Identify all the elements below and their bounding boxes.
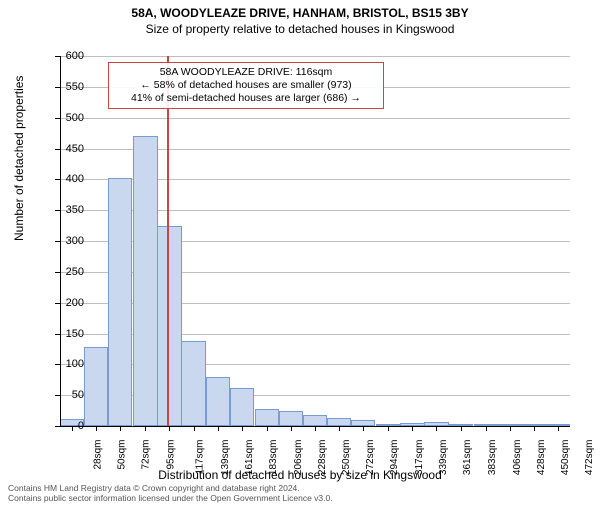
xtick-mark xyxy=(339,426,340,431)
plot-region: 28sqm50sqm72sqm95sqm117sqm139sqm161sqm18… xyxy=(60,56,570,426)
ytick-label: 350 xyxy=(44,204,84,216)
xtick-mark xyxy=(461,426,462,431)
ytick-label: 100 xyxy=(44,358,84,370)
xtick-mark xyxy=(388,426,389,431)
annotation-line2: ← 58% of detached houses are smaller (97… xyxy=(115,79,377,92)
xtick-mark xyxy=(218,426,219,431)
ytick-label: 550 xyxy=(44,81,84,93)
xtick-label: 50sqm xyxy=(117,440,128,470)
footer-attribution: Contains HM Land Registry data © Crown c… xyxy=(8,484,333,504)
histogram-bar xyxy=(133,136,157,426)
xtick-mark xyxy=(145,426,146,431)
xtick-mark xyxy=(363,426,364,431)
xtick-mark xyxy=(242,426,243,431)
xtick-mark xyxy=(267,426,268,431)
ytick-label: 400 xyxy=(44,173,84,185)
ytick-label: 50 xyxy=(44,389,84,401)
reference-line xyxy=(167,56,169,426)
xtick-mark xyxy=(315,426,316,431)
annotation-line3: 41% of semi-detached houses are larger (… xyxy=(115,92,377,105)
xtick-label: 95sqm xyxy=(166,440,177,470)
xtick-mark xyxy=(510,426,511,431)
x-axis-label: Distribution of detached houses by size … xyxy=(0,468,600,482)
xtick-mark xyxy=(486,426,487,431)
xtick-label: 28sqm xyxy=(93,440,104,470)
ytick-label: 300 xyxy=(44,235,84,247)
xtick-mark xyxy=(291,426,292,431)
xtick-mark xyxy=(534,426,535,431)
xtick-label: 72sqm xyxy=(141,440,152,470)
annotation-callout: 58A WOODYLEAZE DRIVE: 116sqm ← 58% of de… xyxy=(108,62,384,109)
ytick-label: 250 xyxy=(44,266,84,278)
y-axis-label: Number of detached properties xyxy=(12,76,26,241)
chart-area: 28sqm50sqm72sqm95sqm117sqm139sqm161sqm18… xyxy=(60,56,570,426)
histogram-bar xyxy=(327,418,351,426)
histogram-bar xyxy=(303,415,327,426)
xtick-mark xyxy=(436,426,437,431)
ytick-label: 600 xyxy=(44,50,84,62)
histogram-bar xyxy=(157,226,181,426)
histogram-bar xyxy=(84,347,108,426)
histogram-bars xyxy=(60,56,570,426)
histogram-bar xyxy=(108,178,132,426)
xtick-mark xyxy=(412,426,413,431)
ytick-label: 0 xyxy=(44,420,84,432)
xtick-mark xyxy=(169,426,170,431)
ytick-label: 200 xyxy=(44,297,84,309)
histogram-bar xyxy=(181,341,205,426)
chart-title-main: 58A, WOODYLEAZE DRIVE, HANHAM, BRISTOL, … xyxy=(0,6,600,20)
histogram-bar xyxy=(255,409,279,426)
histogram-bar xyxy=(230,388,254,426)
histogram-bar xyxy=(206,377,230,426)
ytick-label: 500 xyxy=(44,112,84,124)
chart-title-sub: Size of property relative to detached ho… xyxy=(0,22,600,36)
xtick-mark xyxy=(194,426,195,431)
xtick-mark xyxy=(96,426,97,431)
annotation-line1: 58A WOODYLEAZE DRIVE: 116sqm xyxy=(115,66,377,79)
ytick-label: 450 xyxy=(44,143,84,155)
xtick-mark xyxy=(120,426,121,431)
histogram-bar xyxy=(279,411,303,426)
footer-line2: Contains public sector information licen… xyxy=(8,494,333,504)
ytick-label: 150 xyxy=(44,328,84,340)
xtick-mark xyxy=(558,426,559,431)
